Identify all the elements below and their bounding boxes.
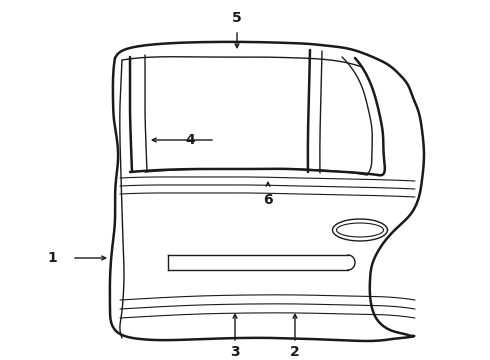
Text: 5: 5 [232, 11, 242, 25]
Text: 2: 2 [290, 345, 300, 359]
Text: 4: 4 [185, 133, 195, 147]
Text: 1: 1 [47, 251, 57, 265]
Text: 6: 6 [263, 193, 273, 207]
Text: 3: 3 [230, 345, 240, 359]
